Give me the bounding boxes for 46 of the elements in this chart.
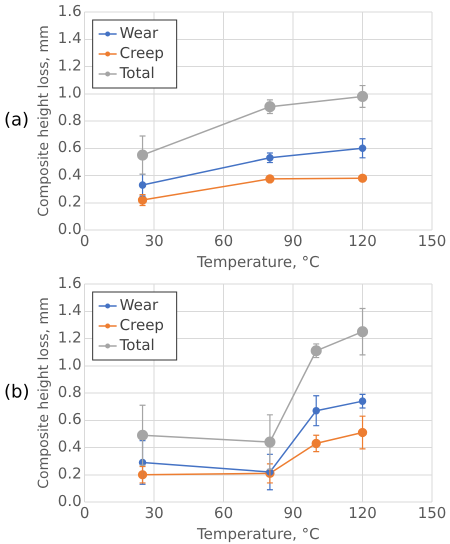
y-tick-label: 0.4: [58, 165, 82, 184]
x-tick-label: 150: [418, 232, 446, 250]
x-tick-label: 120: [348, 232, 377, 250]
y-tick-label: 0.2: [58, 192, 82, 211]
y-tick-label: 1.6: [58, 2, 82, 20]
x-tick-label: 90: [284, 504, 303, 522]
legend-label: Total: [118, 336, 155, 354]
x-tick-label: 120: [348, 504, 377, 522]
x-tick-label: 90: [284, 232, 303, 250]
legend-label: Wear: [120, 296, 160, 314]
x-axis-title: Temperature, °C: [196, 524, 320, 543]
x-tick-label: 30: [144, 232, 164, 250]
y-tick-label: 1.0: [58, 356, 82, 374]
y-tick-label: 1.2: [58, 56, 82, 74]
legend-label: Creep: [120, 316, 164, 334]
text: (a): [4, 110, 30, 131]
y-tick-label: 0.0: [58, 492, 82, 510]
legend-label: Wear: [120, 24, 160, 42]
y-axis-title: Composite height loss, mm: [36, 25, 52, 217]
point: [264, 436, 276, 448]
point: [356, 90, 368, 102]
x-axis-title: Temperature, °C: [196, 252, 320, 271]
x-tick-label: 30: [144, 504, 164, 522]
y-tick-label: 0.0: [58, 220, 82, 238]
y-tick-label: 0.6: [58, 138, 82, 156]
y-tick-label: 1.4: [58, 29, 82, 48]
y-tick-label: 1.6: [58, 274, 82, 292]
x-tick-label: 150: [418, 504, 446, 522]
y-axis-title: Composite height loss, mm: [36, 297, 52, 489]
point: [356, 326, 368, 338]
y-tick-label: 1.0: [58, 84, 82, 102]
y-tick-label: 1.2: [58, 328, 82, 346]
y-tick-label: 0.4: [58, 437, 82, 456]
y-tick-label: 0.8: [58, 110, 82, 129]
x-tick-label: 60: [214, 232, 234, 250]
point: [136, 150, 148, 161]
x-tick-label: 0: [80, 232, 90, 250]
y-tick-label: 0.8: [58, 382, 82, 401]
x-tick-label: 60: [214, 504, 234, 522]
x-tick-label: 0: [80, 504, 90, 522]
y-tick-label: 1.4: [58, 301, 82, 320]
text: (b): [4, 382, 30, 403]
y-tick-label: 0.2: [58, 464, 82, 483]
legend-label: Creep: [120, 44, 164, 62]
y-tick-label: 0.6: [58, 410, 82, 428]
legend-label: Total: [118, 64, 155, 82]
